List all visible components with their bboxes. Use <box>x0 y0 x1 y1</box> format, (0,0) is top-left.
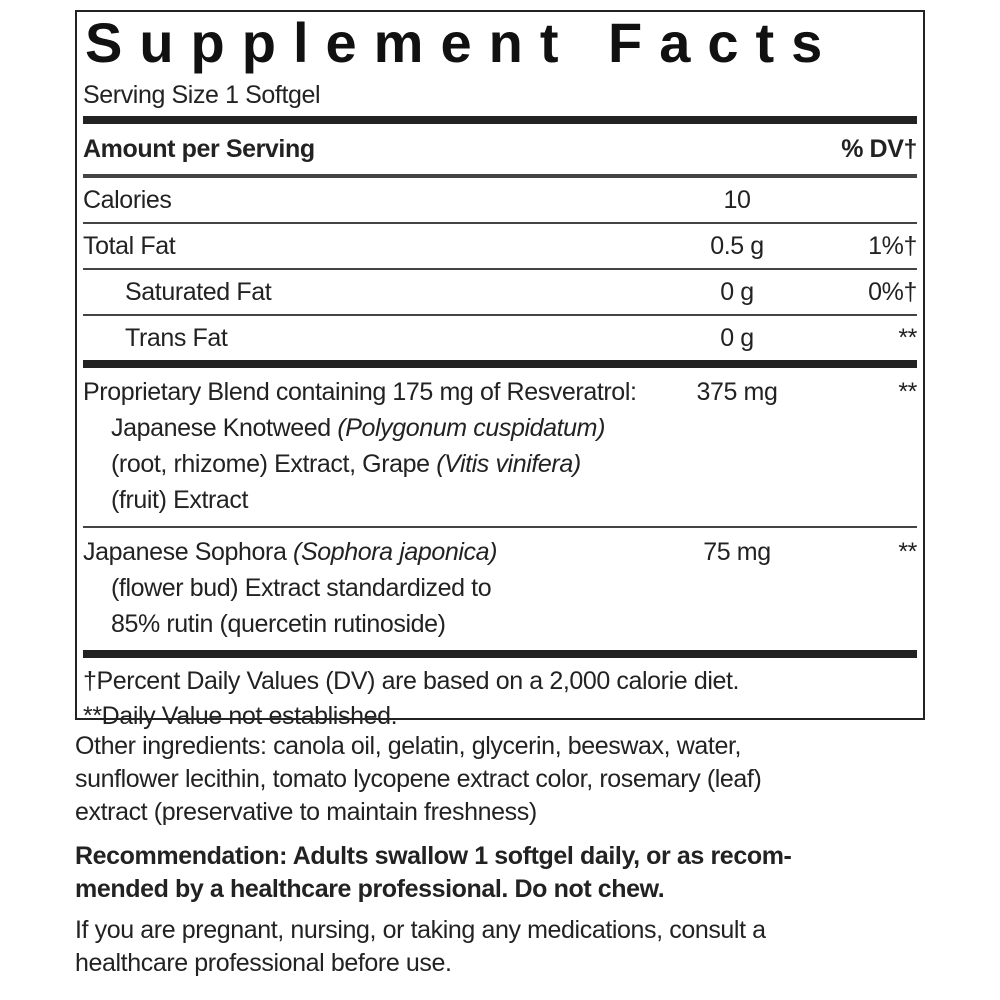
header-row: Amount per Serving % DV† <box>83 124 917 174</box>
amount: 375 mg <box>696 378 778 406</box>
amount: 0 g <box>720 324 754 352</box>
text: Proprietary Blend containing 175 mg of R… <box>83 378 637 406</box>
amount: 0.5 g <box>710 232 764 260</box>
text-line: sunflower lecithin, tomato lycopene extr… <box>75 765 762 793</box>
nutrient-name: Trans Fat <box>125 324 228 352</box>
text-line: Japanese Sophora (Sophora japonica) <box>83 534 677 570</box>
rule <box>83 116 917 124</box>
rule <box>83 650 917 658</box>
text-line: Japanese Knotweed (Polygonum cuspidatum) <box>83 410 677 446</box>
blend-rows: Proprietary Blend containing 175 mg of R… <box>83 368 917 650</box>
amount: 0 g <box>720 278 754 306</box>
nutrient-row: Saturated Fat 0 g 0%† <box>83 270 917 314</box>
daily-value: 0%† <box>868 278 917 306</box>
daily-value: 1%† <box>868 232 917 260</box>
nutrient-name: Calories <box>83 186 172 214</box>
text-line: If you are pregnant, nursing, or taking … <box>75 916 766 944</box>
rule <box>83 268 917 270</box>
text-line: Recommendation: Adults swallow 1 softgel… <box>75 840 955 873</box>
facts-panel: Supplement Facts Serving Size 1 Softgel … <box>75 10 925 730</box>
blend-name: Proprietary Blend containing 175 mg of R… <box>83 374 677 518</box>
text-line: (root, rhizome) Extract, Grape (Vitis vi… <box>83 446 677 482</box>
rule <box>83 360 917 368</box>
other-ingredients: Other ingredients: canola oil, gelatin, … <box>75 730 955 829</box>
text: Japanese Sophora <box>83 538 294 566</box>
daily-value: ** <box>898 378 917 406</box>
rule <box>83 314 917 316</box>
warning: If you are pregnant, nursing, or taking … <box>75 914 955 980</box>
text-line: mended by a healthcare professional. Do … <box>75 875 665 903</box>
header-dv: % DV† <box>841 135 917 163</box>
text: (Sophora japonica) <box>293 538 498 566</box>
footnote: **Daily Value not established. <box>83 702 398 730</box>
footnotes: †Percent Daily Values (DV) are based on … <box>83 658 917 734</box>
title: Supplement Facts <box>85 11 840 74</box>
text: (root, rhizome) Extract, Grape <box>111 450 437 478</box>
text: (fruit) Extract <box>111 486 249 514</box>
text-line: Proprietary Blend containing 175 mg of R… <box>83 374 677 410</box>
amount: 10 <box>723 186 751 214</box>
text-line: (fruit) Extract <box>83 482 677 518</box>
blend-row: Japanese Sophora (Sophora japonica) (flow… <box>83 528 917 650</box>
label: Recommendation: <box>75 842 288 870</box>
blend-row: Proprietary Blend containing 175 mg of R… <box>83 368 917 526</box>
text: (Polygonum cuspidatum) <box>337 414 606 442</box>
footnote: †Percent Daily Values (DV) are based on … <box>83 667 740 695</box>
nutrient-name: Saturated Fat <box>125 278 272 306</box>
rule <box>83 174 917 178</box>
daily-value: ** <box>898 538 917 566</box>
rule <box>83 222 917 224</box>
header-amount: Amount per Serving <box>83 135 315 163</box>
text: Japanese Knotweed <box>111 414 338 442</box>
text-line: Other ingredients: canola oil, gelatin, … <box>75 732 742 760</box>
rule <box>83 526 917 528</box>
nutrient-row: Trans Fat 0 g ** <box>83 316 917 360</box>
nutrient-rows: Calories 10 Total Fat 0.5 g 1%† Saturated Fat… <box>83 178 917 360</box>
text: Adults swallow 1 softgel daily, or as re… <box>287 842 792 870</box>
text: 85% rutin (quercetin rutinoside) <box>111 610 446 638</box>
text-line: (flower bud) Extract standardized to <box>83 570 677 606</box>
amount: 75 mg <box>703 538 771 566</box>
text: (Vitis vinifera) <box>436 450 581 478</box>
text-line: 85% rutin (quercetin rutinoside) <box>83 606 677 642</box>
serving-size: Serving Size 1 Softgel <box>83 81 321 109</box>
nutrient-name: Total Fat <box>83 232 176 260</box>
daily-value: ** <box>898 324 917 352</box>
nutrient-row: Calories 10 <box>83 178 917 222</box>
blend-name: Japanese Sophora (Sophora japonica) (flow… <box>83 534 677 642</box>
text: (flower bud) Extract standardized to <box>111 574 492 602</box>
nutrient-row: Total Fat 0.5 g 1%† <box>83 224 917 268</box>
text-line: extract (preservative to maintain freshn… <box>75 798 537 826</box>
recommendation: Recommendation: Adults swallow 1 softgel… <box>75 840 955 906</box>
text-line: healthcare professional before use. <box>75 949 452 977</box>
